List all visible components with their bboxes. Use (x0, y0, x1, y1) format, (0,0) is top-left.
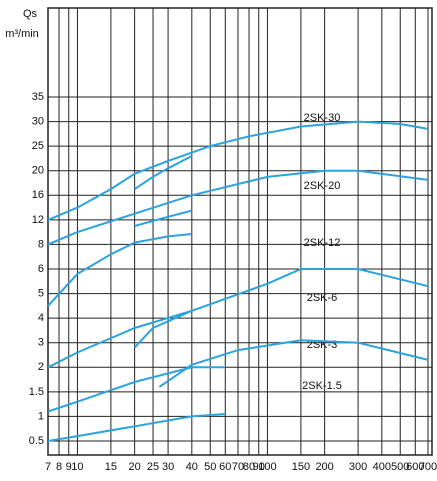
y-tick-label: 30 (32, 115, 44, 127)
y-tick-label: 2 (38, 361, 44, 373)
y-tick-label: 35 (32, 91, 44, 103)
x-tick-label: 50 (204, 461, 216, 473)
y-tick-label: 8 (38, 238, 44, 250)
curve (47, 413, 226, 442)
x-tick-label: 700 (419, 461, 437, 473)
x-tick-label: 30 (162, 461, 174, 473)
y-tick-label: 4 (38, 312, 44, 324)
curve (47, 169, 429, 246)
curve (47, 268, 429, 369)
x-tick-label: 90 (253, 461, 265, 473)
x-tick-label: 8 (56, 461, 62, 473)
y-axis-unit: m³/min (5, 28, 39, 40)
y-tick-label: 6 (38, 263, 44, 275)
x-tick-label: 80 (243, 461, 255, 473)
curve-label: 2SK-12 (304, 237, 341, 249)
y-tick-label: 1.5 (29, 386, 44, 398)
curve (47, 366, 226, 413)
x-tick-label: 25 (147, 461, 159, 473)
plot-frame (47, 7, 433, 456)
x-tick-label: 10 (71, 461, 83, 473)
x-tick-label: 40 (186, 461, 198, 473)
x-tick-label: 400 (373, 461, 391, 473)
y-tick-label: 16 (32, 189, 44, 201)
curve (133, 309, 193, 349)
curve (158, 339, 429, 388)
y-tick-label: 12 (32, 214, 44, 226)
x-tick-label: 150 (292, 461, 310, 473)
x-tick-label: 20 (129, 461, 141, 473)
curve-label: 2SK-20 (304, 180, 341, 192)
y-tick-label: 5 (38, 287, 44, 299)
x-tick-label: 7 (45, 461, 51, 473)
x-tick-label: 70 (232, 461, 244, 473)
curve-label: 2SK-6 (307, 292, 338, 304)
y-tick-label: 0.5 (29, 435, 44, 447)
x-tick-label: 600 (406, 461, 424, 473)
y-tick-label: 20 (32, 165, 44, 177)
x-tick-label: 200 (315, 461, 333, 473)
x-tick-label: 300 (349, 461, 367, 473)
x-tick-label: 500 (391, 461, 409, 473)
x-tick-label: 9 (66, 461, 72, 473)
x-tick-label: 100 (258, 461, 276, 473)
curve (134, 209, 193, 227)
curve (134, 155, 193, 190)
curve (47, 120, 429, 221)
y-tick-label: 25 (32, 140, 44, 152)
y-tick-label: 1 (38, 410, 44, 422)
curve-label: 2SK-1.5 (302, 380, 342, 392)
y-axis-label: Qs (23, 8, 38, 20)
x-tick-label: 15 (105, 461, 117, 473)
curve-label: 2SK-30 (304, 112, 341, 124)
x-tick-label: 60 (219, 461, 231, 473)
curve (47, 233, 192, 307)
y-tick-label: 3 (38, 337, 44, 349)
